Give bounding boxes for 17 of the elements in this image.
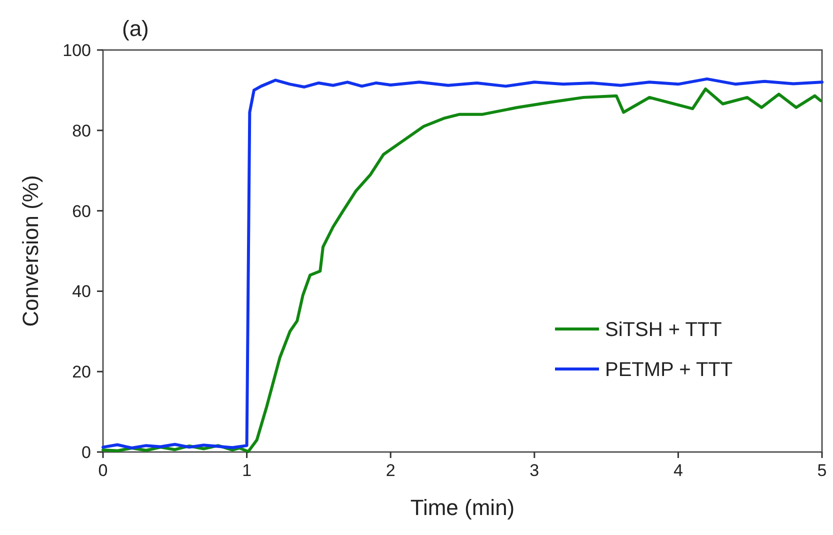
x-tick-label: 0 — [98, 461, 108, 480]
x-tick-label: 5 — [817, 461, 827, 480]
x-tick-label: 1 — [242, 461, 252, 480]
y-tick-label: 100 — [62, 41, 91, 60]
x-tick-label: 3 — [530, 461, 540, 480]
y-tick-label: 0 — [82, 443, 91, 462]
x-tick-label: 2 — [386, 461, 396, 480]
y-tick-label: 80 — [72, 121, 91, 140]
legend-label: PETMP + TTT — [605, 359, 733, 381]
x-axis-title: Time (min) — [410, 495, 515, 520]
legend-label: SiTSH + TTT — [605, 319, 722, 341]
chart-title: (a) — [122, 16, 149, 41]
y-tick-label: 60 — [72, 202, 91, 221]
y-axis-title: Conversion (%) — [18, 175, 43, 327]
y-tick-label: 20 — [72, 362, 91, 382]
x-tick-label: 4 — [673, 461, 683, 480]
y-tick-label: 40 — [72, 282, 91, 302]
